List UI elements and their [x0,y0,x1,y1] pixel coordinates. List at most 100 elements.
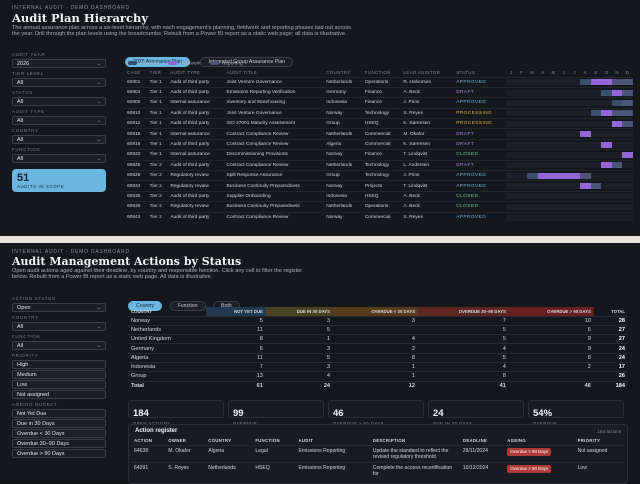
tab-integrated-group-plan[interactable]: Integrated Group Assurance Plan [200,57,294,67]
matrix-cell[interactable]: 2 [508,361,594,372]
matrix-cell[interactable]: 8 [333,352,418,363]
gantt-bar [622,193,633,200]
cell-tier: Tier 2 [147,159,169,171]
matrix-cell[interactable]: 6 [206,343,266,354]
gantt-bar [537,99,549,106]
ageing-option[interactable]: Not Yet Due [12,409,106,418]
matrix-cell[interactable] [508,371,594,382]
priority-option[interactable]: Medium [12,370,106,379]
priority-option[interactable]: High [12,360,106,369]
chevron-down-icon: ⌄ [96,323,101,330]
fieldwork-swatch [168,61,178,65]
filter-select[interactable]: All ⌄ [12,97,106,106]
filter-select[interactable]: Open ⌄ [12,303,106,312]
table-row[interactable]: 60801 Tier 1 Audit of third party Joint Ven… [125,76,633,88]
filter-select[interactable]: All ⌄ [12,135,106,144]
matrix-cell[interactable]: 9 [508,343,594,354]
ageing-option[interactable]: Overdue < 30 Days [12,429,106,438]
matrix-cell[interactable]: 5 [265,352,334,363]
filter-select[interactable]: All ⌄ [12,78,106,87]
matrix-cell[interactable]: 2 [333,343,418,354]
matrix-cell[interactable]: 7 [418,315,509,326]
ageing-option[interactable]: Due in 30 Days [12,419,106,428]
register-row[interactable]: 64291 S. Reyes Netherlands HSEQ Emissions Re… [131,461,625,479]
matrix-row[interactable]: United Kingdom 8 1 4 5 9 27 [128,334,628,344]
status-badge: PROCESSING [454,107,506,119]
matrix-row[interactable]: Germany 6 3 2 4 9 24 [128,343,628,354]
table-row[interactable]: 60843 Tier 2 Audit of third party Contract … [125,211,633,223]
ageing-option[interactable]: Overdue > 90 Days [12,449,106,458]
matrix-row[interactable]: Norway 5 3 3 7 10 28 [128,315,628,326]
matrix-cell[interactable]: 1 [333,371,418,382]
register-row[interactable]: 64638 M. Okafor Algeria Legal Emissions Repo… [131,444,625,462]
gantt-cell [569,190,581,202]
matrix-cell[interactable]: 4 [418,343,509,354]
matrix-cell[interactable]: 11 [206,352,266,363]
filter-select[interactable]: All ⌄ [12,341,106,350]
matrix-cell[interactable]: 3 [265,315,334,326]
matrix-row[interactable]: Netherlands 11 5 5 6 27 [128,324,628,335]
table-row[interactable]: 60806 Tier 1 Internal assurance Inventory a… [125,97,633,109]
matrix-cell[interactable]: 5 [206,315,266,326]
tab-2026-assurance-plan[interactable]: 2026 Assurance Plan [125,57,191,67]
gantt-cell [601,76,612,88]
table-row[interactable]: 60822 Tier 1 Internal assurance Decommissio… [125,149,633,161]
legend-fieldwork: Fieldwork [180,61,201,67]
matrix-cell[interactable]: 1 [265,334,334,344]
table-row[interactable]: 60815 Tier 1 Internal assurance Contract Co… [125,128,633,140]
table-row[interactable]: 60825 Tier 2 Audit of third party Contract … [125,159,633,171]
cell-case: 60835 [125,190,148,202]
table-row[interactable]: 60810 Tier 1 Audit of third party Joint Ven… [125,107,633,119]
gantt-cell [622,76,633,88]
priority-option[interactable]: Not assigned [12,390,106,399]
matrix-cell[interactable]: 3 [265,361,334,372]
table-row[interactable]: 60812 Tier 1 Audit of third party ISO 27001… [125,118,633,129]
matrix-cell[interactable]: 8 [508,352,594,363]
table-row[interactable]: 60829 Tier 2 Regulatory review Spill Respon… [125,169,633,181]
gantt-cell [569,97,581,109]
matrix-row[interactable]: Algeria 11 5 8 5 8 24 [128,352,628,363]
gantt-bar [601,141,612,148]
cell-type: Regulatory review [168,201,225,213]
cell-type: Internal assurance [168,97,225,109]
ageing-option[interactable]: Overdue 30–90 Days [12,439,106,448]
filter-select[interactable]: 2026 ⌄ [12,59,106,68]
matrix-cell[interactable]: 5 [418,324,509,335]
matrix-cell[interactable]: 6 [508,324,594,335]
matrix-cell[interactable]: 8 [206,334,266,344]
matrix-cell[interactable]: 11 [206,324,266,335]
matrix-cell[interactable]: 5 [418,352,509,363]
kpi-value: 24 [433,408,444,419]
matrix-row[interactable]: Group 13 4 1 8 26 [128,371,628,382]
matrix-cell[interactable]: 7 [206,361,266,372]
matrix-cell[interactable]: 5 [418,334,509,344]
matrix-cell[interactable] [333,324,418,335]
matrix-cell[interactable]: 4 [418,361,509,372]
matrix-cell[interactable]: 1 [333,361,418,372]
matrix-cell[interactable]: 13 [206,371,266,382]
table-row[interactable]: 60835 Tier 2 Audit of third party Supplier … [125,190,633,202]
matrix-cell[interactable]: 5 [265,324,334,335]
matrix-row[interactable]: Indonesia 7 3 1 4 2 17 [128,361,628,372]
table-row[interactable]: 60836 Tier 2 Regulatory review Business Con… [125,201,633,213]
matrix-cell[interactable]: 4 [265,371,334,382]
matrix-cell[interactable]: 9 [508,334,594,344]
matrix-cell[interactable]: 3 [333,315,418,326]
matrix-cell[interactable]: 4 [333,334,418,344]
filter-select[interactable]: All ⌄ [12,116,106,125]
gantt-bar [622,172,633,179]
register-header: DEADLINE [462,438,488,444]
filter-select[interactable]: All ⌄ [12,322,106,331]
gantt-cell [505,86,517,98]
table-row[interactable]: 60834 Tier 2 Regulatory review Business Con… [125,180,633,192]
table-row[interactable]: 60818 Tier 1 Audit of third party Contract … [125,138,633,150]
filter-select[interactable]: All ⌄ [12,154,106,163]
matrix-cell[interactable]: 10 [508,315,594,326]
gantt-bar [590,79,602,86]
gantt-cell [516,149,528,161]
priority-option[interactable]: Low [12,380,106,389]
gantt-bar [569,89,581,96]
matrix-cell[interactable]: 8 [418,371,509,382]
matrix-cell[interactable]: 3 [265,343,334,354]
table-row[interactable]: 60804 Tier 1 Audit of third party Emissions… [125,86,633,98]
